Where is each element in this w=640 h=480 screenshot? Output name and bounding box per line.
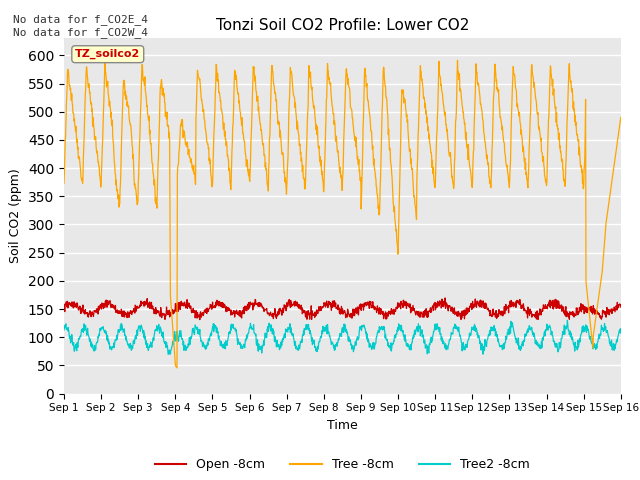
Tree -8cm bbox=[184, 152, 192, 157]
Tree2 -8cm bbox=[617, 326, 625, 332]
Tree -8cm bbox=[502, 162, 510, 168]
Open -8cm bbox=[429, 302, 437, 308]
Open -8cm bbox=[170, 310, 178, 316]
Open -8cm bbox=[442, 295, 449, 301]
Tree2 -8cm bbox=[60, 327, 68, 333]
Tree2 -8cm bbox=[246, 321, 254, 326]
Line: Open -8cm: Open -8cm bbox=[64, 298, 621, 320]
Tree2 -8cm bbox=[502, 333, 509, 339]
Legend: Open -8cm, Tree -8cm, Tree2 -8cm: Open -8cm, Tree -8cm, Tree2 -8cm bbox=[150, 453, 534, 476]
Open -8cm bbox=[246, 299, 254, 305]
Tree -8cm bbox=[617, 114, 625, 120]
Open -8cm bbox=[60, 301, 68, 307]
Tree -8cm bbox=[173, 365, 181, 371]
Tree2 -8cm bbox=[429, 332, 437, 337]
Y-axis label: Soil CO2 (ppm): Soil CO2 (ppm) bbox=[10, 168, 22, 264]
Tree -8cm bbox=[170, 347, 178, 353]
Open -8cm bbox=[196, 317, 204, 323]
Tree -8cm bbox=[552, 106, 559, 112]
Tree2 -8cm bbox=[564, 317, 572, 323]
Tree2 -8cm bbox=[184, 341, 192, 347]
Tree -8cm bbox=[246, 159, 254, 165]
Text: No data for f_CO2E_4
No data for f_CO2W_4: No data for f_CO2E_4 No data for f_CO2W_… bbox=[13, 14, 148, 38]
Title: Tonzi Soil CO2 Profile: Lower CO2: Tonzi Soil CO2 Profile: Lower CO2 bbox=[216, 18, 469, 33]
Line: Tree2 -8cm: Tree2 -8cm bbox=[64, 320, 621, 354]
Tree -8cm bbox=[454, 58, 461, 63]
Text: TZ_soilco2: TZ_soilco2 bbox=[75, 49, 140, 60]
Tree2 -8cm bbox=[164, 351, 172, 357]
Open -8cm bbox=[184, 300, 191, 306]
Open -8cm bbox=[617, 304, 625, 310]
X-axis label: Time: Time bbox=[327, 419, 358, 432]
Tree2 -8cm bbox=[551, 342, 559, 348]
Tree2 -8cm bbox=[171, 329, 179, 335]
Open -8cm bbox=[552, 301, 559, 307]
Open -8cm bbox=[502, 307, 510, 313]
Tree -8cm bbox=[429, 165, 437, 170]
Tree -8cm bbox=[60, 180, 68, 186]
Line: Tree -8cm: Tree -8cm bbox=[64, 60, 621, 368]
